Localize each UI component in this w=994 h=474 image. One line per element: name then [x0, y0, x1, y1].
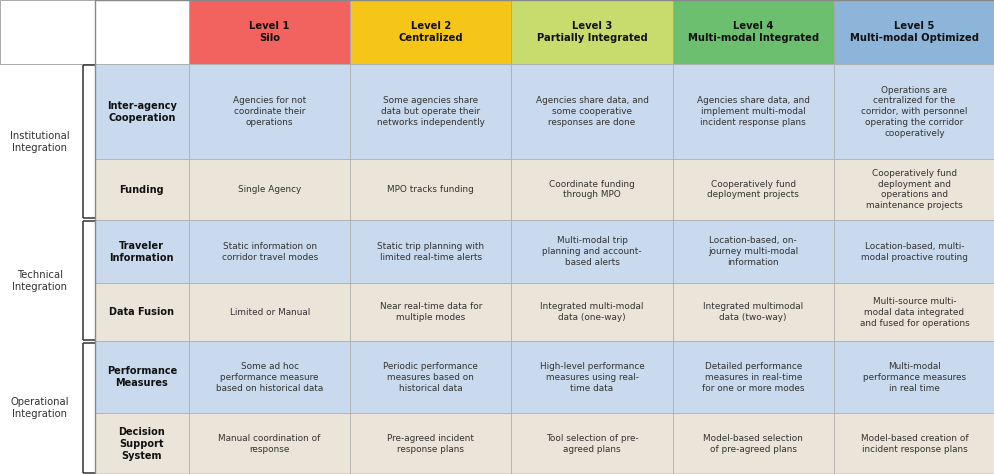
- Text: Multi-modal trip
planning and account-
based alerts: Multi-modal trip planning and account- b…: [542, 237, 641, 267]
- Bar: [672, 341, 833, 413]
- Bar: [350, 341, 511, 413]
- Bar: [833, 413, 994, 474]
- Text: Integrated multi-modal
data (one-way): Integrated multi-modal data (one-way): [540, 302, 643, 322]
- Text: Level 5
Multi-modal Optimized: Level 5 Multi-modal Optimized: [849, 21, 978, 43]
- Text: Funding: Funding: [119, 184, 164, 195]
- Text: Level 2
Centralized: Level 2 Centralized: [399, 21, 462, 43]
- Bar: [189, 220, 350, 283]
- Bar: [511, 283, 672, 341]
- Text: Multi-source multi-
modal data integrated
and fused for operations: Multi-source multi- modal data integrate…: [859, 297, 968, 328]
- Text: Some agencies share
data but operate their
networks independently: Some agencies share data but operate the…: [377, 96, 484, 127]
- Bar: [672, 64, 833, 159]
- Bar: [511, 413, 672, 474]
- Bar: [350, 220, 511, 283]
- Text: High-level performance
measures using real-
time data: High-level performance measures using re…: [539, 362, 644, 392]
- Text: Decision
Support
System: Decision Support System: [118, 427, 165, 461]
- Text: Limited or Manual: Limited or Manual: [230, 308, 309, 317]
- Bar: [672, 413, 833, 474]
- Text: Multi-modal
performance measures
in real time: Multi-modal performance measures in real…: [862, 362, 965, 392]
- Bar: [94, 341, 189, 413]
- Text: Location-based, on-
journey multi-modal
information: Location-based, on- journey multi-modal …: [708, 237, 797, 267]
- Bar: [511, 64, 672, 159]
- Bar: [511, 341, 672, 413]
- Text: Level 3
Partially Integrated: Level 3 Partially Integrated: [536, 21, 647, 43]
- Text: Location-based, multi-
modal proactive routing: Location-based, multi- modal proactive r…: [860, 242, 967, 262]
- Text: MPO tracks funding: MPO tracks funding: [387, 185, 474, 194]
- Bar: [189, 341, 350, 413]
- Text: Agencies for not
coordinate their
operations: Agencies for not coordinate their operat…: [233, 96, 306, 127]
- Text: Static trip planning with
limited real-time alerts: Static trip planning with limited real-t…: [377, 242, 484, 262]
- Bar: [189, 159, 350, 220]
- Text: Model-based creation of
incident response plans: Model-based creation of incident respons…: [860, 434, 967, 454]
- Text: Performance
Measures: Performance Measures: [106, 366, 177, 388]
- Text: Operational
Integration: Operational Integration: [11, 397, 69, 419]
- Bar: [189, 413, 350, 474]
- Text: Manual coordination of
response: Manual coordination of response: [219, 434, 320, 454]
- Bar: [94, 283, 189, 341]
- Bar: [189, 0, 350, 64]
- Bar: [511, 220, 672, 283]
- Text: Coordinate funding
through MPO: Coordinate funding through MPO: [549, 180, 634, 200]
- Text: Integrated multimodal
data (two-way): Integrated multimodal data (two-way): [703, 302, 802, 322]
- Bar: [350, 283, 511, 341]
- Text: Data Fusion: Data Fusion: [109, 307, 174, 317]
- Bar: [94, 220, 189, 283]
- Text: Agencies share data, and
implement multi-modal
incident response plans: Agencies share data, and implement multi…: [696, 96, 809, 127]
- Bar: [833, 0, 994, 64]
- Bar: [189, 283, 350, 341]
- Text: Level 1
Silo: Level 1 Silo: [249, 21, 289, 43]
- Bar: [672, 159, 833, 220]
- Bar: [189, 64, 350, 159]
- Text: Inter-agency
Cooperation: Inter-agency Cooperation: [106, 100, 177, 123]
- Text: Institutional
Integration: Institutional Integration: [10, 131, 70, 153]
- Bar: [833, 283, 994, 341]
- Text: Level 4
Multi-modal Integrated: Level 4 Multi-modal Integrated: [687, 21, 818, 43]
- Text: Detailed performance
measures in real-time
for one or more modes: Detailed performance measures in real-ti…: [701, 362, 804, 392]
- Bar: [94, 159, 189, 220]
- Text: Single Agency: Single Agency: [238, 185, 301, 194]
- Text: Operations are
centralized for the
corridor, with personnel
operating the corrid: Operations are centralized for the corri…: [861, 86, 966, 137]
- Text: Tool selection of pre-
agreed plans: Tool selection of pre- agreed plans: [545, 434, 638, 454]
- Text: Cooperatively fund
deployment and
operations and
maintenance projects: Cooperatively fund deployment and operat…: [865, 169, 962, 210]
- Bar: [833, 220, 994, 283]
- Bar: [94, 64, 189, 159]
- Bar: [833, 341, 994, 413]
- Bar: [511, 159, 672, 220]
- Bar: [511, 0, 672, 64]
- Text: Agencies share data, and
some cooperative
responses are done: Agencies share data, and some cooperativ…: [535, 96, 648, 127]
- Bar: [350, 413, 511, 474]
- Bar: [350, 159, 511, 220]
- Text: Model-based selection
of pre-agreed plans: Model-based selection of pre-agreed plan…: [703, 434, 802, 454]
- Text: Static information on
corridor travel modes: Static information on corridor travel mo…: [222, 242, 317, 262]
- Bar: [672, 0, 833, 64]
- Bar: [672, 220, 833, 283]
- Text: Traveler
Information: Traveler Information: [109, 241, 174, 263]
- Bar: [0, 0, 189, 64]
- Bar: [672, 283, 833, 341]
- Text: Near real-time data for
multiple modes: Near real-time data for multiple modes: [380, 302, 481, 322]
- Bar: [350, 0, 511, 64]
- Text: Cooperatively fund
deployment projects: Cooperatively fund deployment projects: [707, 180, 798, 200]
- Text: Some ad hoc
performance measure
based on historical data: Some ad hoc performance measure based on…: [216, 362, 323, 392]
- Text: Pre-agreed incident
response plans: Pre-agreed incident response plans: [387, 434, 474, 454]
- Bar: [833, 64, 994, 159]
- Text: Periodic performance
measures based on
historical data: Periodic performance measures based on h…: [383, 362, 478, 392]
- Bar: [833, 159, 994, 220]
- Text: Technical
Integration: Technical Integration: [12, 270, 68, 292]
- Bar: [94, 413, 189, 474]
- Bar: [350, 64, 511, 159]
